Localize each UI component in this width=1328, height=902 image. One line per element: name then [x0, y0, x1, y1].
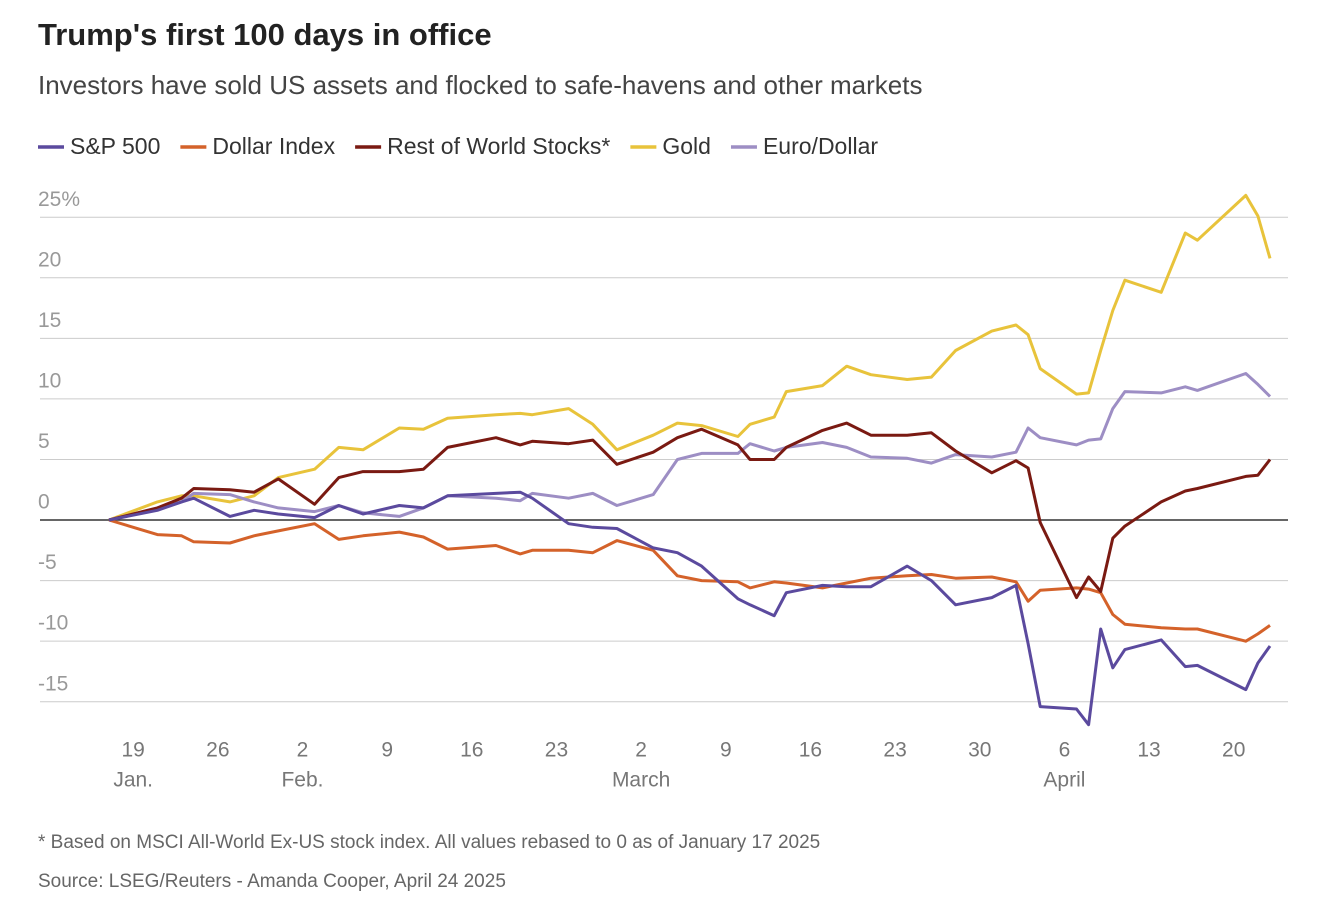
source: Source: LSEG/Reuters - Amanda Cooper, Ap…: [38, 871, 506, 892]
legend-label: Dollar Index: [212, 133, 335, 159]
x-tick-label: 16: [460, 739, 483, 762]
series-line: [108, 490, 1272, 727]
y-tick-label: 15: [38, 309, 61, 332]
y-tick-label: 25%: [38, 188, 80, 211]
x-tick-label: 9: [720, 739, 732, 762]
series-line: [108, 518, 1271, 643]
y-tick-label: -5: [38, 551, 57, 574]
legend-label: Gold: [662, 133, 711, 159]
series-line: [108, 193, 1272, 522]
y-tick-label: -10: [38, 612, 68, 635]
x-tick-label: 30: [968, 739, 991, 762]
chart-title: Trump's first 100 days in office: [38, 17, 492, 52]
x-tick-label: 9: [381, 739, 393, 762]
x-tick-label: 2: [635, 739, 647, 762]
legend-label: S&P 500: [70, 133, 160, 159]
x-tick-label: 6: [1059, 739, 1071, 762]
x-tick-label: 2: [297, 739, 309, 762]
y-tick-label: 0: [38, 491, 50, 514]
x-month-label: April: [1043, 769, 1085, 792]
series-line: [108, 421, 1272, 600]
x-tick-label: 16: [799, 739, 822, 762]
series-line: [108, 372, 1272, 522]
x-tick-label: 26: [206, 739, 229, 762]
x-tick-label: 20: [1222, 739, 1245, 762]
x-tick-label: 23: [883, 739, 906, 762]
chart-subtitle: Investors have sold US assets and flocke…: [38, 70, 922, 100]
x-tick-label: 23: [545, 739, 568, 762]
y-tick-label: 20: [38, 248, 61, 271]
x-tick-label: 19: [122, 739, 145, 762]
x-month-label: Feb.: [281, 769, 323, 792]
y-tick-label: 10: [38, 369, 61, 392]
x-tick-label: 13: [1137, 739, 1160, 762]
y-tick-label: -15: [38, 672, 68, 695]
legend-label: Rest of World Stocks*: [387, 133, 610, 159]
x-month-label: March: [612, 769, 670, 792]
y-tick-label: 5: [38, 430, 50, 453]
x-month-label: Jan.: [113, 769, 153, 792]
footnote: * Based on MSCI All-World Ex-US stock in…: [38, 832, 820, 853]
legend-label: Euro/Dollar: [763, 133, 878, 159]
